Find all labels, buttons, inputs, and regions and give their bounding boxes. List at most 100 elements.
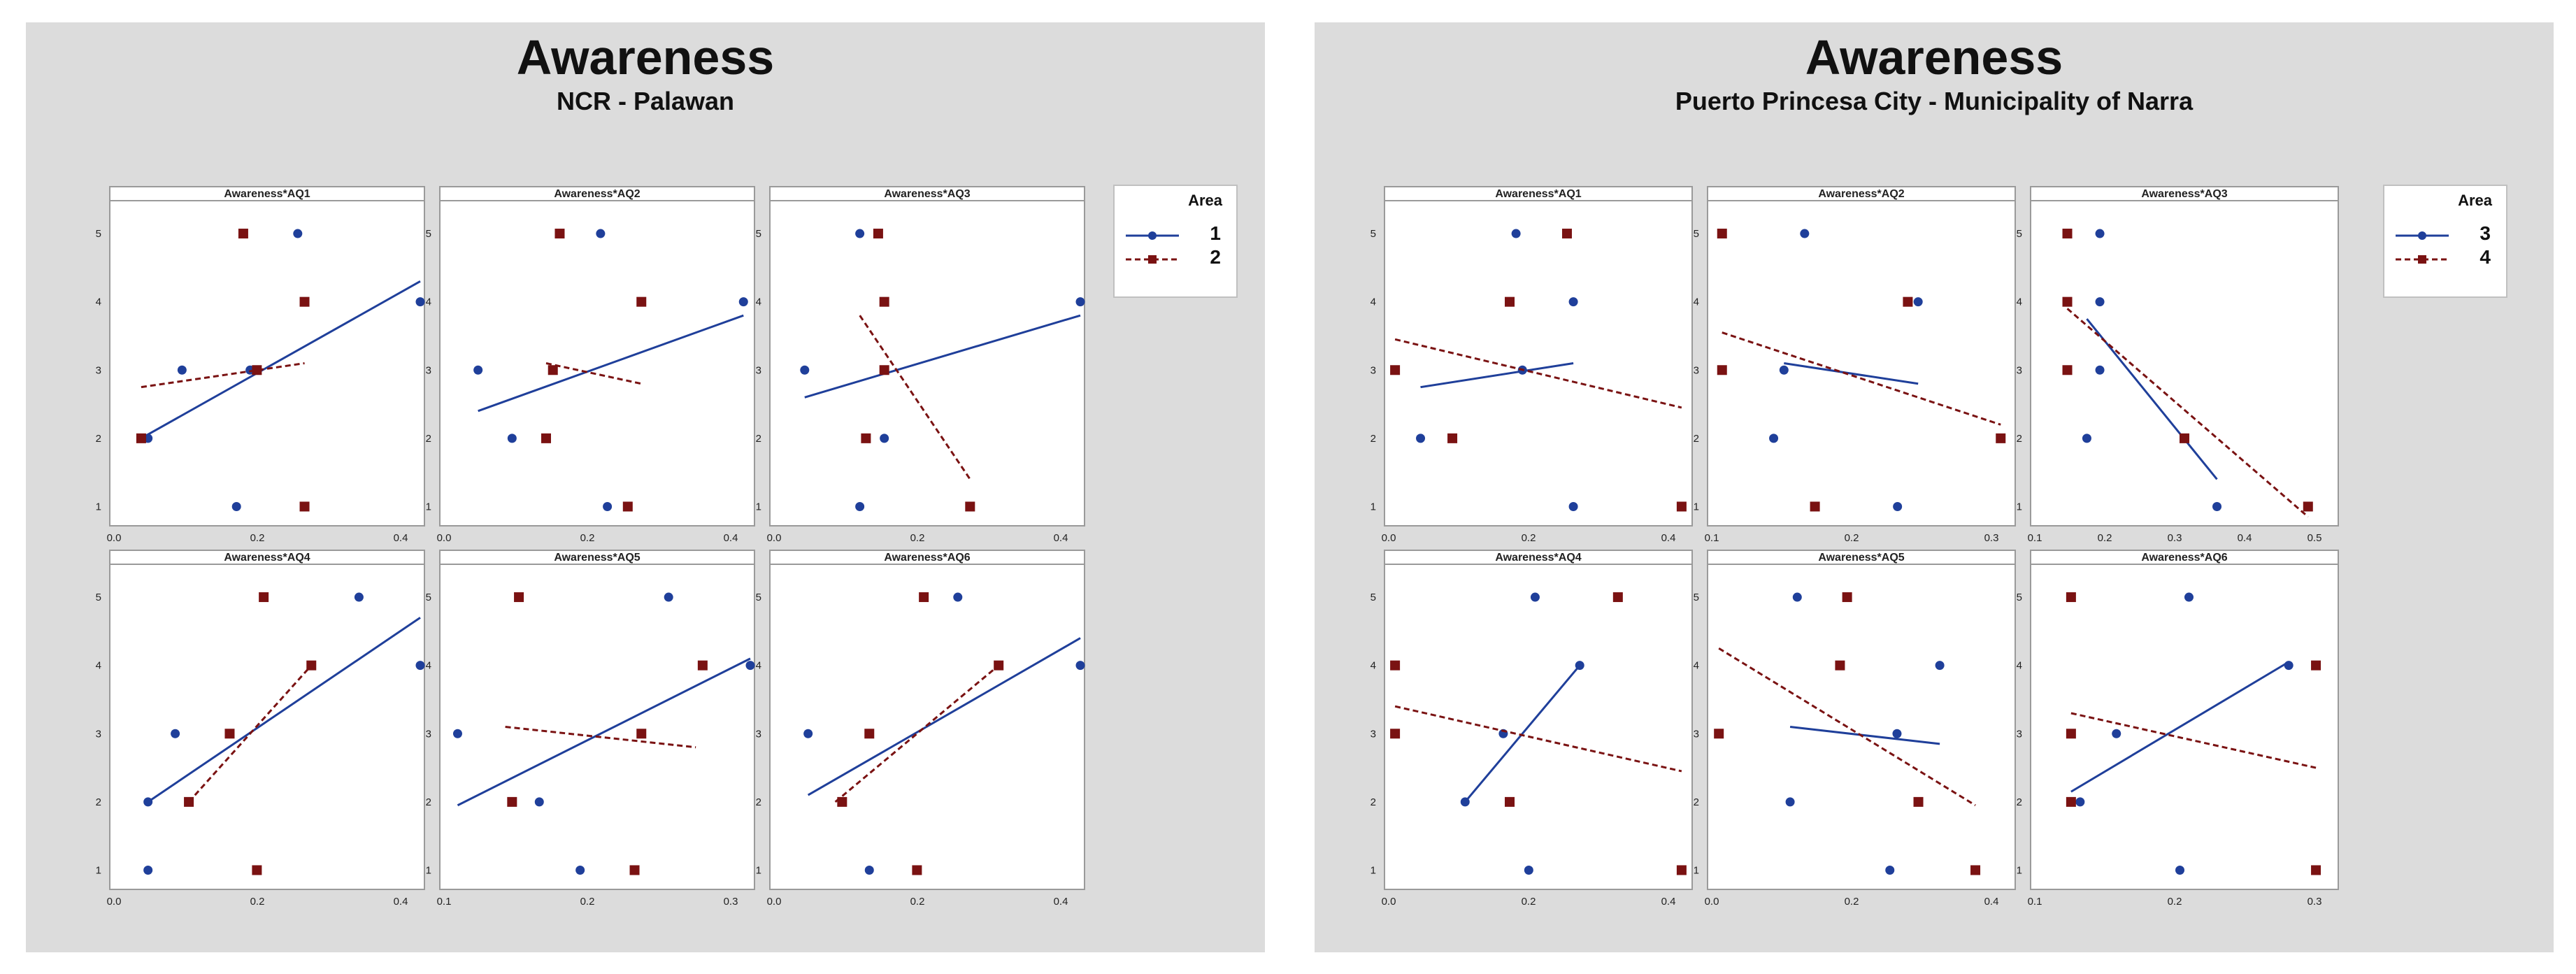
panel-frame — [2030, 186, 2339, 527]
data-point — [231, 501, 241, 511]
data-point — [1885, 865, 1895, 875]
fit-line — [804, 314, 1081, 399]
data-point — [1460, 797, 1470, 807]
fit-line — [187, 664, 313, 803]
data-point — [864, 729, 875, 739]
data-point — [596, 229, 606, 238]
legend-swatches — [2396, 231, 2449, 264]
data-point — [1447, 433, 1458, 443]
data-point — [2066, 796, 2076, 807]
data-point — [1714, 729, 1724, 739]
y-tick-label: 2 — [2017, 433, 2022, 445]
data-point — [1893, 501, 1903, 511]
data-point — [415, 297, 425, 307]
panel-title: Awareness*AQ3 — [884, 188, 970, 200]
legend-swatch-marker-a — [1148, 231, 1157, 240]
data-point — [1779, 365, 1789, 375]
fit-line — [1420, 362, 1574, 389]
fit-line — [1789, 726, 1940, 745]
data-point — [1568, 297, 1578, 307]
fit-line — [2066, 308, 2309, 518]
y-tick-label: 1 — [96, 501, 101, 513]
panel-title: Awareness*AQ3 — [2141, 188, 2227, 200]
x-tick-label: 0.4 — [2238, 532, 2252, 544]
data-point — [507, 796, 517, 807]
panel: Awareness*AQ3 1 2 3 4 5 0.0 0.2 0.4 — [756, 186, 1085, 544]
data-point — [864, 865, 874, 875]
fit-line — [478, 314, 744, 413]
x-tick-label: 0.2 — [1522, 896, 1536, 908]
data-point — [514, 592, 524, 603]
y-tick-label: 1 — [1694, 501, 1699, 513]
data-point — [738, 297, 748, 307]
x-tick-label: 0.0 — [767, 896, 782, 908]
data-point — [880, 434, 889, 443]
panel-frame — [439, 550, 755, 890]
data-point — [2062, 296, 2073, 307]
y-tick-label: 2 — [426, 433, 431, 445]
legend-item-label: 3 — [2480, 222, 2491, 244]
y-tick-label: 5 — [1694, 592, 1699, 603]
data-point — [171, 729, 180, 738]
data-point — [1075, 297, 1085, 307]
y-tick-label: 2 — [756, 433, 761, 445]
data-point — [299, 501, 310, 512]
panel-title: Awareness*AQ6 — [2141, 552, 2227, 564]
legend-swatch-marker-a — [2418, 231, 2426, 240]
data-point — [2212, 501, 2222, 511]
x-tick-label: 0.3 — [2168, 532, 2182, 544]
data-point — [837, 796, 847, 807]
data-point — [636, 729, 647, 739]
panel: Awareness*AQ5 1 2 3 4 5 0.1 0.2 0.3 — [426, 550, 755, 908]
data-point — [354, 592, 364, 602]
data-point — [534, 797, 544, 807]
data-point — [1075, 661, 1085, 671]
data-point — [912, 865, 922, 875]
panel-frame — [109, 550, 425, 890]
legend-item-label: 1 — [1210, 222, 1221, 244]
y-tick-label: 1 — [2017, 501, 2022, 513]
data-point — [1903, 296, 1913, 307]
data-point — [603, 501, 613, 511]
x-tick-label: 0.3 — [1984, 532, 1999, 544]
y-tick-label: 5 — [1371, 228, 1376, 240]
data-point — [252, 865, 262, 875]
fit-line — [834, 664, 1000, 803]
panel-title: Awareness*AQ4 — [224, 552, 310, 564]
panel-title: Awareness*AQ2 — [1818, 188, 1904, 200]
data-point — [184, 796, 194, 807]
data-point — [1676, 501, 1687, 512]
data-point — [2075, 797, 2085, 807]
data-point — [299, 296, 310, 307]
data-point — [1416, 434, 1426, 443]
x-tick-label: 0.2 — [1845, 532, 1859, 544]
y-tick-label: 4 — [426, 660, 431, 672]
data-point — [2095, 229, 2105, 238]
panel-frame — [1384, 550, 1693, 890]
x-tick-label: 0.0 — [107, 896, 122, 908]
legend-title: Area — [2458, 192, 2492, 209]
data-point — [1575, 661, 1584, 671]
y-tick-label: 2 — [96, 433, 101, 445]
y-tick-label: 3 — [756, 364, 761, 376]
y-tick-label: 1 — [426, 864, 431, 876]
y-tick-label: 4 — [96, 296, 101, 308]
legend-swatch-marker-b — [2418, 255, 2426, 264]
x-tick-label: 0.2 — [250, 896, 265, 908]
data-point — [2311, 660, 2321, 671]
fit-line — [1784, 362, 1919, 385]
data-point — [745, 661, 755, 671]
y-tick-label: 4 — [1371, 296, 1376, 308]
x-tick-label: 0.2 — [580, 896, 595, 908]
fit-line — [1464, 664, 1581, 803]
panel-frame — [1384, 186, 1693, 527]
y-tick-label: 3 — [1371, 364, 1376, 376]
data-point — [1717, 365, 1727, 375]
y-tick-label: 5 — [756, 228, 761, 240]
legend-item-label: 4 — [2480, 246, 2491, 268]
fit-line — [1718, 647, 1976, 807]
legend-swatches — [1126, 231, 1179, 264]
data-point — [953, 592, 963, 602]
x-tick-label: 0.4 — [1661, 896, 1676, 908]
data-point — [1913, 796, 1924, 807]
